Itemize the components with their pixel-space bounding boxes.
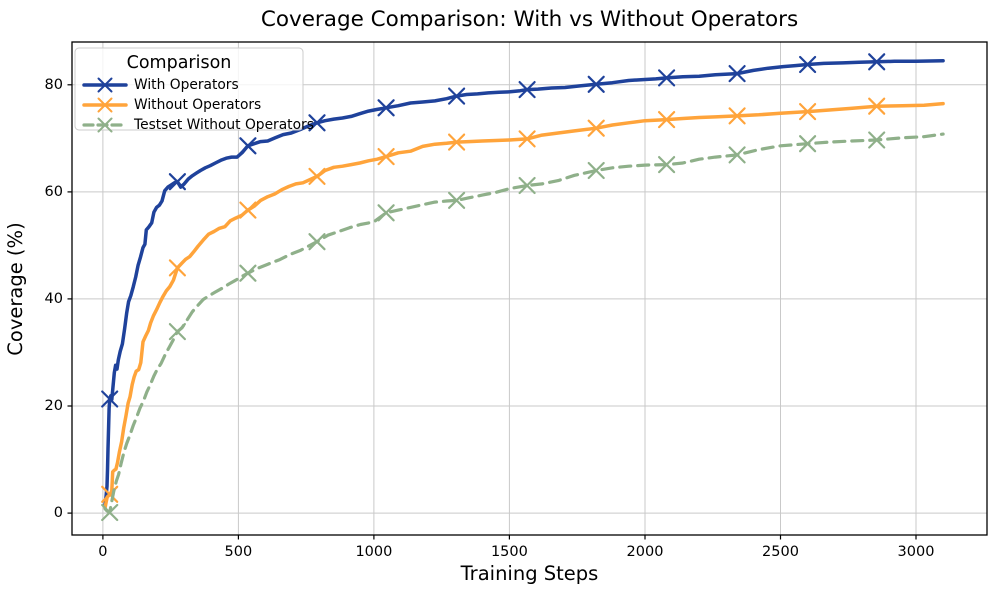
x-marker-without-operators [728,107,746,125]
x-axis: 0 500 1000 1500 2000 2500 3000 [98,535,934,560]
series-with-operators [101,53,945,507]
x-marker-testset-without-operators [101,503,119,522]
x-marker-without-operators [587,119,605,137]
series-line-testset-without-operators [103,132,945,515]
x-tick-label: 2500 [762,544,799,560]
y-tick-label: 60 [45,184,63,200]
x-marker-with-operators [168,173,186,191]
x-marker-with-operators [239,137,257,155]
x-tick-label: 1000 [355,544,392,560]
x-marker-without-operators [799,103,817,121]
legend-entry-label: With Operators [134,77,239,93]
x-marker-testset-without-operators [799,135,817,153]
x-marker-without-operators [448,133,466,151]
x-tick-label: 500 [225,544,253,560]
y-axis-label: Coverage (%) [4,222,27,355]
x-marker-without-operators [377,148,395,166]
x-marker-with-operators [799,55,817,74]
series-without-operators [101,97,945,510]
legend-sample-marker [97,97,113,113]
x-marker-testset-without-operators [728,146,746,164]
x-marker-with-operators [658,69,676,87]
x-marker-with-operators [728,65,746,83]
x-marker-without-operators [658,111,676,129]
legend-sample-marker [97,77,113,93]
series-testset-without-operators [101,131,945,522]
x-tick-label: 0 [98,544,107,560]
x-marker-testset-without-operators [239,264,257,282]
y-tick-label: 20 [45,398,63,414]
x-tick-label: 1500 [491,544,528,560]
plot-frame [71,41,988,536]
x-marker-testset-without-operators [448,191,466,209]
y-tick-label: 0 [54,505,63,521]
x-marker-with-operators [377,99,395,117]
legend-box [74,47,304,131]
x-marker-with-operators [518,81,536,99]
y-axis: 0 20 40 60 80 [45,77,72,521]
legend-sample-marker [97,117,113,133]
legend-title: Comparison [127,53,232,73]
x-marker-without-operators [868,97,886,115]
y-tick-label: 40 [45,291,63,307]
series-line-with-operators [103,58,945,507]
x-marker-without-operators [168,259,186,277]
series-line-without-operators [103,101,945,510]
x-axis-label: Training Steps [460,562,599,585]
x-marker-testset-without-operators [168,323,186,341]
y-tick-label: 80 [45,77,63,93]
x-marker-without-operators [308,167,326,185]
legend-entry-label: Testset Without Operators [133,117,314,133]
x-marker-without-operators [518,130,536,148]
x-marker-testset-without-operators [658,156,676,174]
x-marker-with-operators [868,53,886,71]
x-marker-testset-without-operators [868,131,886,149]
chart-title: Coverage Comparison: With vs Without Ope… [261,7,798,32]
x-tick-label: 2000 [627,544,664,560]
x-marker-with-operators [308,114,326,132]
x-tick-label: 3000 [898,544,935,560]
x-marker-with-operators [448,87,466,105]
x-marker-with-operators [101,390,119,408]
legend-entry-label: Without Operators [134,97,261,113]
legend: Comparison With Operators Without Operator… [74,47,314,133]
x-marker-testset-without-operators [308,233,326,251]
x-marker-with-operators [587,75,605,93]
x-marker-testset-without-operators [518,176,536,195]
x-marker-testset-without-operators [377,204,395,222]
x-marker-without-operators [239,201,257,219]
x-marker-testset-without-operators [587,161,605,180]
